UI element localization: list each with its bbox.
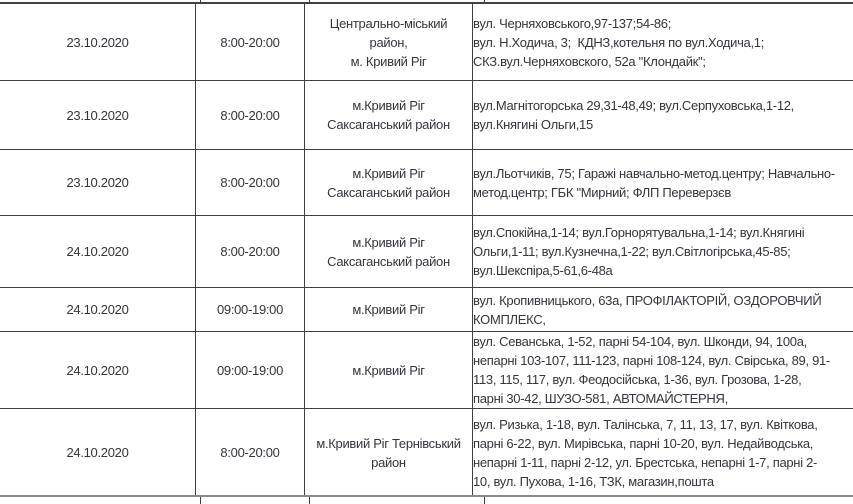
addresses-cell: вул.Льотчиків, 75; Гаражі навчально-мето…: [472, 149, 853, 216]
addresses-cell: вул.Спокійна,1-14; вул.Горнорятувальна,1…: [472, 215, 853, 288]
district-cell: м.Кривий Ріг Саксаганський район: [304, 149, 473, 216]
lower-row-grid-stub: [200, 497, 201, 504]
outage-time-cell: 09:00-19:00: [195, 287, 305, 332]
district-cell: м.Кривий Ріг: [304, 331, 473, 409]
outage-time-cell: 8:00-20:00: [195, 3, 305, 81]
table-top-border: [0, 2, 853, 3]
outage-date-cell: 23.10.2020: [0, 149, 196, 216]
district-cell: м.Кривий Ріг: [304, 287, 473, 332]
addresses-cell: вул. Кропивницького, 63а, ПРОФІЛАКТОРІЙ,…: [472, 287, 853, 332]
district-cell: м.Кривий Ріг Саксаганський район: [304, 215, 473, 288]
upper-row-grid-stub: [484, 0, 485, 2]
upper-row-grid-stub: [200, 0, 201, 2]
table-row: 24.10.2020 8:00-20:00 м.Кривий Ріг Сакса…: [0, 215, 853, 288]
outage-date-cell: 24.10.2020: [0, 408, 196, 497]
outage-date-cell: 24.10.2020: [0, 287, 196, 332]
district-cell: м.Кривий Ріг Саксаганський район: [304, 80, 473, 150]
upper-row-grid-stub: [309, 0, 310, 2]
outage-time-cell: 8:00-20:00: [195, 149, 305, 216]
outage-date-cell: 24.10.2020: [0, 215, 196, 288]
outage-time-cell: 09:00-19:00: [195, 331, 305, 409]
table-row: 23.10.2020 8:00-20:00 Центрально-міський…: [0, 3, 853, 81]
table-row: 24.10.2020 09:00-19:00 м.Кривий Ріг вул.…: [0, 287, 853, 332]
table-body: 23.10.2020 8:00-20:00 Центрально-міський…: [0, 3, 853, 497]
addresses-cell: вул. Черняховського,97-137;54-86; вул. Н…: [472, 3, 853, 81]
addresses-cell: вул. Севанська, 1-52, парні 54-104, вул.…: [472, 331, 853, 409]
addresses-cell: вул. Ризька, 1-18, вул. Талінська, 7, 11…: [472, 408, 853, 497]
table-row: 23.10.2020 8:00-20:00 м.Кривий Ріг Сакса…: [0, 149, 853, 216]
outage-time-cell: 8:00-20:00: [195, 215, 305, 288]
outage-time-cell: 8:00-20:00: [195, 80, 305, 150]
outage-date-cell: 23.10.2020: [0, 3, 196, 81]
district-cell: Центрально-міський район, м. Кривий Ріг: [304, 3, 473, 81]
lower-row-grid-stub: [309, 497, 310, 504]
table-row: 23.10.2020 8:00-20:00 м.Кривий Ріг Сакса…: [0, 80, 853, 150]
table-row: 24.10.2020 09:00-19:00 м.Кривий Ріг вул.…: [0, 331, 853, 409]
outage-time-cell: 8:00-20:00: [195, 408, 305, 497]
power-outage-schedule-table: 23.10.2020 8:00-20:00 Центрально-міський…: [0, 3, 853, 497]
outage-date-cell: 23.10.2020: [0, 80, 196, 150]
lower-row-grid-stub: [484, 497, 485, 504]
addresses-cell: вул.Магнітогорська 29,31-48,49; вул.Серп…: [472, 80, 853, 150]
section-divider-line: [0, 495, 853, 497]
district-cell: м.Кривий Ріг Тернівський район: [304, 408, 473, 497]
table-row: 24.10.2020 8:00-20:00 м.Кривий Ріг Терні…: [0, 408, 853, 497]
outage-date-cell: 24.10.2020: [0, 331, 196, 409]
